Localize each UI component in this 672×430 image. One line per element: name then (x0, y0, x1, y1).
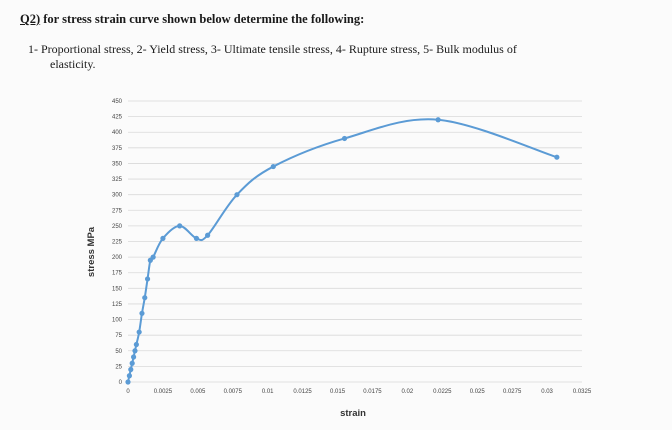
data-point (270, 163, 276, 170)
x-tick-label: 0.005 (190, 389, 206, 395)
x-tick-label: 0.015 (330, 389, 346, 395)
data-point (139, 310, 145, 316)
data-point (136, 329, 142, 335)
data-point (554, 154, 560, 160)
series-line (127, 118, 558, 383)
y-tick-label: 150 (112, 286, 123, 292)
data-point (205, 232, 211, 238)
x-tick-label: 0.0225 (433, 389, 452, 395)
y-tick-label: 375 (112, 146, 123, 152)
y-tick-label: 50 (115, 349, 122, 355)
y-tick-label: 0 (119, 380, 123, 386)
y-tick-label: 450 (112, 99, 123, 105)
data-point (160, 235, 166, 241)
chart-markers (125, 117, 560, 385)
x-tick-label: 0.0175 (363, 389, 382, 395)
chart-tick-labels: 0 25 50 75 100 125 150 175 200 225 250 275 300 325 350… (112, 99, 592, 395)
items-line-1: 1- Proportional stress, 2- Yield stress,… (28, 42, 517, 56)
y-tick-label: 350 (112, 161, 123, 167)
data-point (130, 354, 137, 360)
x-tick-label: 0.0325 (573, 389, 592, 395)
x-tick-label: 0.0125 (293, 389, 312, 395)
y-tick-label: 125 (112, 302, 123, 308)
data-point (126, 373, 132, 379)
question-items: 1- Proportional stress, 2- Yield stress,… (28, 42, 648, 72)
y-tick-label: 250 (112, 224, 123, 230)
y-tick-label: 400 (112, 130, 123, 136)
y-tick-label: 425 (112, 115, 123, 121)
y-tick-label: 175 (112, 271, 123, 277)
data-point (144, 276, 151, 282)
data-point (133, 341, 139, 348)
x-tick-label: 0.0075 (224, 389, 243, 395)
y-tick-label: 200 (112, 255, 123, 261)
data-point (177, 223, 183, 229)
question-text: for stress strain curve shown below dete… (40, 12, 365, 26)
data-point (150, 254, 156, 260)
y-tick-label: 225 (112, 240, 123, 246)
chart-gridlines (128, 100, 582, 383)
x-tick-label: 0.02 (402, 389, 414, 395)
y-tick-label: 275 (112, 208, 123, 214)
data-point (435, 117, 441, 123)
x-tick-label: 0.0025 (154, 389, 173, 395)
x-tick-label: 0.0275 (503, 389, 522, 395)
data-point (341, 135, 348, 142)
data-point (125, 379, 131, 385)
y-tick-label: 325 (112, 177, 123, 183)
x-tick-label: 0 (126, 389, 130, 395)
y-tick-label: 300 (112, 193, 123, 199)
y-tick-label: 100 (112, 318, 123, 324)
x-tick-label: 0.03 (541, 389, 553, 395)
y-axis-label: stress MPa (86, 226, 97, 277)
x-axis-label: strain (340, 408, 366, 419)
data-point (234, 192, 240, 198)
y-tick-label: 25 (115, 364, 122, 370)
data-point (129, 360, 135, 366)
items-line-2: elasticity. (50, 57, 96, 71)
data-point (142, 295, 148, 301)
x-tick-label: 0.01 (262, 389, 274, 395)
data-point (193, 235, 200, 241)
data-point (128, 366, 134, 373)
question-number: Q2) (20, 12, 41, 26)
data-point (132, 348, 138, 354)
y-tick-label: 75 (115, 333, 122, 339)
question-heading: Q2) for stress strain curve shown below … (20, 12, 364, 27)
x-tick-label: 0.025 (470, 389, 486, 395)
